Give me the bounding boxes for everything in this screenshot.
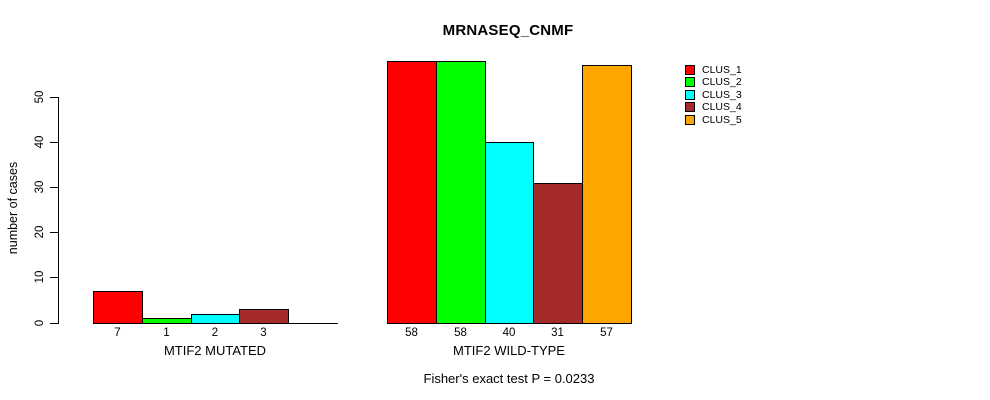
bar-clus_4 — [533, 183, 583, 324]
bar-value-label: 1 — [163, 327, 170, 339]
y-axis-tick-label: 10 — [34, 270, 46, 284]
bar-value-label: 58 — [454, 327, 467, 339]
legend-label: CLUS_2 — [702, 76, 742, 88]
y-axis-tick — [50, 232, 58, 233]
bar-clus_2 — [436, 61, 486, 324]
y-axis-tick-label: 50 — [34, 90, 46, 104]
y-axis-tick — [50, 187, 58, 188]
y-axis-line — [58, 97, 59, 324]
legend-label: CLUS_1 — [702, 64, 742, 76]
y-axis-tick-label: 0 — [34, 319, 46, 327]
chart-title: MRNASEQ_CNMF — [442, 22, 574, 39]
fisher-test-annotation: Fisher's exact test P = 0.0233 — [423, 371, 595, 386]
y-axis-tick — [50, 323, 58, 324]
legend-swatch-icon — [685, 115, 695, 125]
y-axis-tick — [50, 142, 58, 143]
legend-label: CLUS_3 — [702, 89, 742, 101]
bar-clus_3 — [191, 314, 240, 324]
y-axis-tick-label: 30 — [34, 180, 46, 194]
legend-swatch-icon — [685, 90, 695, 100]
y-axis-tick — [50, 97, 58, 98]
y-axis-tick-label: 40 — [34, 135, 46, 149]
bar-clus_3 — [485, 142, 534, 324]
legend-label: CLUS_4 — [702, 101, 742, 113]
bar-clus_5 — [582, 65, 632, 324]
bar-value-label: 3 — [260, 327, 267, 339]
bar-clus_2 — [142, 318, 192, 324]
bar-clus_1 — [387, 61, 437, 324]
bar-value-label: 2 — [211, 327, 219, 339]
legend-swatch-icon — [685, 102, 695, 112]
bar-value-label: 7 — [114, 327, 121, 339]
x-axis-group-label: MTIF2 WILD-TYPE — [453, 343, 565, 358]
x-axis-group-label: MTIF2 MUTATED — [163, 343, 267, 358]
bar-clus_4 — [239, 309, 289, 324]
y-axis-tick — [50, 277, 58, 278]
bar-value-label: 58 — [405, 327, 418, 339]
bar-clus_1 — [93, 291, 143, 324]
legend-swatch-icon — [685, 77, 695, 87]
bar-value-label: 57 — [600, 327, 613, 339]
legend-swatch-icon — [685, 65, 695, 75]
bar-value-label: 31 — [551, 327, 564, 339]
y-axis-tick-label: 20 — [34, 225, 46, 239]
bar-value-label: 40 — [502, 327, 516, 339]
legend: CLUS_1 CLUS_2 CLUS_3 CLUS_4 CLUS_5 — [685, 64, 805, 135]
legend-label: CLUS_5 — [702, 114, 742, 126]
